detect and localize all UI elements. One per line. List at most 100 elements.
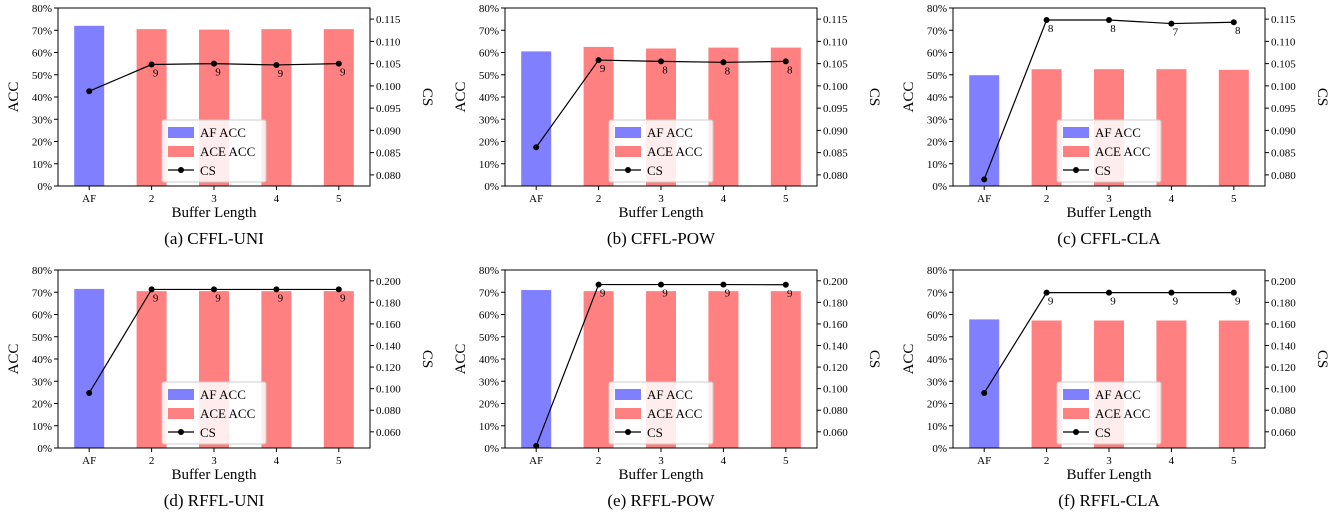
cs-point-label: 9 <box>725 288 731 300</box>
x-tick-label: 3 <box>211 193 217 205</box>
left-tick-label: 40% <box>479 354 499 366</box>
cs-point-label: 8 <box>787 64 793 76</box>
left-tick-label: 10% <box>32 159 52 171</box>
ace-acc-bar <box>323 29 354 187</box>
right-tick-label: 0.120 <box>823 362 848 374</box>
left-tick-label: 30% <box>927 114 947 126</box>
legend-marker-cs <box>625 429 631 435</box>
cs-point <box>981 389 988 396</box>
right-tick-label: 0.090 <box>376 125 401 137</box>
cs-point <box>1106 289 1112 296</box>
y-axis-label: ACC <box>901 82 917 113</box>
left-tick-label: 40% <box>927 354 947 366</box>
ace-acc-bar <box>323 291 354 448</box>
x-tick-label: 5 <box>783 455 789 467</box>
cs-point <box>595 281 602 288</box>
legend-swatch-ace <box>168 408 194 419</box>
left-tick-label: 60% <box>927 310 947 322</box>
legend-marker-cs <box>178 429 184 435</box>
left-tick-label: 20% <box>927 137 947 149</box>
cs-point <box>533 144 540 151</box>
y-axis-label: ACC <box>453 82 469 113</box>
left-tick-label: 30% <box>32 376 52 388</box>
left-tick-label: 0% <box>484 443 499 455</box>
left-tick-label: 20% <box>927 399 947 411</box>
cs-point-label: 8 <box>1110 23 1116 35</box>
legend-label-af: AF ACC <box>1095 125 1141 140</box>
right-tick-label: 0.200 <box>1271 276 1296 288</box>
chart-panel-5: 0% 10% 20% 30% 40% 50% 60% 70% 80% 0.060 0.080 0.10… <box>453 265 882 510</box>
x-tick-label: 4 <box>274 455 280 467</box>
left-tick-label: 70% <box>927 287 947 299</box>
chart-panel-3: 0% 10% 20% 30% 40% 50% 60% 70% 80% 0.080 0.085 0.09… <box>901 3 1330 248</box>
x-tick-label: 3 <box>211 455 217 467</box>
x-axis-label: Buffer Length <box>618 467 704 483</box>
legend-label-ace: ACE ACC <box>200 144 255 159</box>
cs-point-label: 8 <box>1235 25 1241 37</box>
legend-swatch-af <box>168 127 194 138</box>
left-tick-label: 20% <box>32 399 52 411</box>
right-tick-label: 0.115 <box>376 14 401 26</box>
legend-label-af: AF ACC <box>1095 387 1141 402</box>
legend-label-ace: ACE ACC <box>1095 144 1150 159</box>
cs-point-label: 7 <box>1173 27 1179 39</box>
y-axis-label-right: CS <box>866 350 882 368</box>
right-tick-label: 0.100 <box>823 384 848 396</box>
right-tick-label: 0.180 <box>823 297 848 309</box>
legend-swatch-ace <box>1063 146 1089 157</box>
left-tick-label: 40% <box>927 92 947 104</box>
right-tick-label: 0.080 <box>823 170 848 182</box>
left-tick-label: 70% <box>479 25 499 37</box>
left-tick-label: 50% <box>927 70 947 82</box>
x-tick-label: 3 <box>1106 455 1112 467</box>
legend-label-cs: CS <box>647 425 663 440</box>
cs-point <box>658 281 664 288</box>
x-axis-label: Buffer Length <box>1066 467 1152 483</box>
y-axis-label: ACC <box>901 344 917 375</box>
cs-point <box>1106 17 1112 24</box>
cs-point <box>658 58 664 65</box>
legend-label-ace: ACE ACC <box>200 406 255 421</box>
ace-acc-bar <box>770 291 801 448</box>
y-axis-label-right: CS <box>1314 350 1330 368</box>
x-tick-label: AF <box>977 193 991 205</box>
legend-label-ace: ACE ACC <box>1095 406 1150 421</box>
right-tick-label: 0.095 <box>1271 103 1296 115</box>
left-tick-label: 30% <box>927 376 947 388</box>
x-axis-label: Buffer Length <box>1066 205 1152 221</box>
left-tick-label: 50% <box>479 332 499 344</box>
left-tick-label: 30% <box>32 114 52 126</box>
x-tick-label: AF <box>529 193 543 205</box>
legend-swatch-af <box>168 389 194 400</box>
left-tick-label: 20% <box>479 137 499 149</box>
legend-marker-cs <box>625 167 631 173</box>
left-tick-label: 80% <box>479 3 499 15</box>
cs-point-label: 9 <box>340 67 346 79</box>
cs-point-label: 9 <box>278 68 284 80</box>
left-tick-label: 50% <box>927 332 947 344</box>
cs-point <box>86 88 93 95</box>
left-tick-label: 50% <box>479 70 499 82</box>
legend-swatch-ace <box>168 146 194 157</box>
af-acc-bar <box>74 25 105 186</box>
y-axis-label-right: CS <box>1314 88 1330 106</box>
af-acc-bar <box>969 75 1000 186</box>
right-tick-label: 0.110 <box>1271 36 1296 48</box>
right-tick-label: 0.095 <box>823 103 848 115</box>
right-tick-label: 0.100 <box>376 81 401 93</box>
right-tick-label: 0.110 <box>823 36 848 48</box>
x-tick-label: 5 <box>336 455 342 467</box>
cs-point-label: 9 <box>600 288 606 300</box>
left-tick-label: 30% <box>479 376 499 388</box>
cs-point <box>533 442 540 449</box>
y-axis-label: ACC <box>453 344 469 375</box>
cs-point <box>1168 289 1175 296</box>
af-acc-bar <box>521 51 552 187</box>
x-tick-label: 5 <box>1231 193 1237 205</box>
legend-label-ace: ACE ACC <box>647 406 702 421</box>
right-tick-label: 0.090 <box>1271 125 1296 137</box>
x-tick-label: 4 <box>1169 193 1175 205</box>
right-tick-label: 0.085 <box>1271 148 1296 160</box>
x-tick-label: 2 <box>1044 193 1050 205</box>
legend-label-cs: CS <box>1095 425 1111 440</box>
